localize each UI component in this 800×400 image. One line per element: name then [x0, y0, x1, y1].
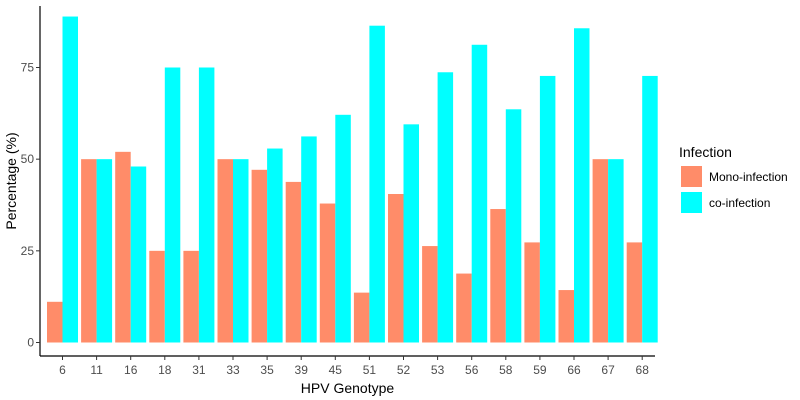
x-tick-label-59: 59 — [533, 363, 547, 377]
bar-co-infection-39 — [301, 136, 317, 343]
x-tick-label-67: 67 — [601, 363, 615, 377]
bar-mono-infection-68 — [626, 242, 643, 343]
bar-mono-infection-16 — [115, 151, 131, 343]
x-tick-label-45: 45 — [329, 363, 343, 377]
bar-co-infection-58 — [505, 109, 522, 343]
x-tick-label-18: 18 — [158, 363, 172, 377]
y-tick-label-75: 75 — [21, 61, 35, 75]
bar-mono-infection-59 — [524, 242, 540, 343]
bar-mono-infection-31 — [183, 250, 199, 343]
x-axis-ticks: 6 11 16 18 31 33 35 39 45 51 52 53 56 58 59 66 67 68 — [59, 356, 649, 377]
legend-label-mono-infection: Mono-infection — [709, 170, 788, 184]
bar-mono-infection-58 — [490, 209, 506, 343]
x-tick-label-6: 6 — [59, 363, 66, 377]
bar-mono-infection-39 — [285, 181, 302, 343]
y-axis-ticks: 0 25 50 75 — [21, 61, 40, 350]
bar-mono-infection-56 — [456, 273, 472, 343]
legend-key-co-infection — [681, 192, 702, 213]
y-tick-label-50: 50 — [21, 152, 35, 166]
bar-mono-infection-53 — [422, 246, 438, 343]
bar-co-infection-68 — [642, 75, 658, 343]
x-tick-label-31: 31 — [192, 363, 206, 377]
bar-co-infection-67 — [608, 159, 624, 343]
y-tick-label-25: 25 — [21, 244, 35, 258]
bar-co-infection-16 — [130, 166, 147, 343]
bar-mono-infection-33 — [217, 159, 233, 343]
bar-mono-infection-11 — [81, 159, 97, 343]
bar-mono-infection-35 — [251, 169, 268, 343]
x-tick-label-51: 51 — [363, 363, 377, 377]
x-tick-label-58: 58 — [499, 363, 513, 377]
bar-co-infection-35 — [267, 148, 283, 343]
x-tick-label-33: 33 — [226, 363, 240, 377]
bar-mono-infection-51 — [353, 292, 370, 343]
legend-title: Infection — [679, 144, 732, 160]
x-tick-label-68: 68 — [636, 363, 650, 377]
bar-mono-infection-6 — [47, 301, 63, 343]
x-tick-label-39: 39 — [295, 363, 309, 377]
legend: Infection Mono-infection co-infection — [679, 144, 788, 213]
legend-key-mono-infection — [681, 166, 702, 187]
bar-co-infection-31 — [198, 67, 215, 343]
x-tick-label-16: 16 — [124, 363, 138, 377]
x-tick-label-11: 11 — [90, 363, 103, 377]
x-axis-title: HPV Genotype — [301, 380, 395, 396]
bar-co-infection-33 — [233, 159, 249, 343]
y-tick-label-0: 0 — [27, 336, 34, 350]
bars-layer — [47, 16, 658, 343]
x-tick-label-66: 66 — [567, 363, 581, 377]
bar-mono-infection-52 — [388, 194, 404, 343]
bar-co-infection-52 — [403, 124, 419, 343]
bar-co-infection-18 — [164, 67, 181, 343]
bar-mono-infection-18 — [149, 250, 165, 343]
x-tick-label-35: 35 — [260, 363, 274, 377]
x-tick-label-53: 53 — [431, 363, 445, 377]
bar-co-infection-6 — [62, 16, 78, 343]
y-axis-title: Percentage (%) — [3, 132, 19, 229]
bar-mono-infection-66 — [558, 290, 574, 343]
bar-mono-infection-67 — [592, 159, 609, 343]
bar-co-infection-56 — [471, 44, 488, 343]
bar-co-infection-59 — [539, 75, 556, 343]
bar-co-infection-51 — [369, 25, 385, 343]
bar-co-infection-66 — [574, 28, 590, 343]
bar-co-infection-11 — [96, 159, 113, 343]
bar-mono-infection-45 — [319, 203, 336, 343]
legend-label-co-infection: co-infection — [709, 196, 770, 210]
x-tick-label-56: 56 — [465, 363, 479, 377]
bar-co-infection-53 — [437, 72, 454, 343]
x-tick-label-52: 52 — [397, 363, 411, 377]
bar-co-infection-45 — [335, 114, 351, 343]
